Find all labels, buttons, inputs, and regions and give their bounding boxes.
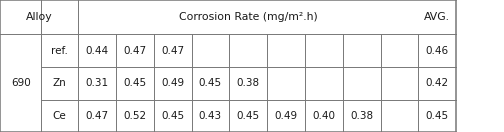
Text: AVG.: AVG.: [424, 12, 450, 22]
Text: Zn: Zn: [53, 79, 67, 88]
Text: 0.45: 0.45: [161, 111, 184, 121]
Text: Alloy: Alloy: [26, 12, 52, 22]
Text: 0.44: 0.44: [86, 46, 108, 56]
Text: 0.52: 0.52: [123, 111, 146, 121]
Text: 0.31: 0.31: [86, 79, 108, 88]
Text: 690: 690: [11, 78, 31, 88]
Text: 0.40: 0.40: [312, 111, 335, 121]
Text: Corrosion Rate (mg/m².h): Corrosion Rate (mg/m².h): [179, 12, 318, 22]
Text: 0.38: 0.38: [350, 111, 373, 121]
Text: 0.45: 0.45: [237, 111, 260, 121]
Text: 0.47: 0.47: [86, 111, 108, 121]
Text: 0.45: 0.45: [123, 79, 146, 88]
Text: 0.47: 0.47: [123, 46, 146, 56]
Text: Ce: Ce: [53, 111, 67, 121]
Text: 0.47: 0.47: [161, 46, 184, 56]
Text: 0.45: 0.45: [199, 79, 222, 88]
Text: 0.46: 0.46: [426, 46, 449, 56]
Text: 0.43: 0.43: [199, 111, 222, 121]
Text: 0.45: 0.45: [426, 111, 449, 121]
Text: 0.42: 0.42: [426, 79, 449, 88]
Text: 0.49: 0.49: [275, 111, 297, 121]
Text: 0.38: 0.38: [237, 79, 260, 88]
Text: 0.49: 0.49: [161, 79, 184, 88]
Text: ref.: ref.: [51, 46, 68, 56]
